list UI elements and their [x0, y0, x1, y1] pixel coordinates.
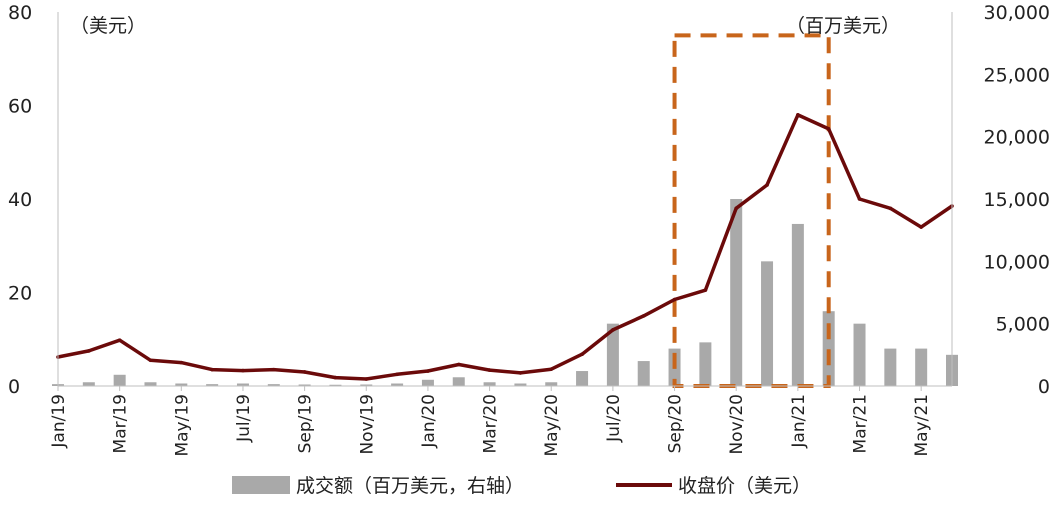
- right-unit-label: （百万美元）: [786, 15, 900, 37]
- close-point-20: [672, 297, 677, 302]
- volume-bar-18: [606, 323, 619, 386]
- volume-bar-4: [175, 383, 188, 386]
- volume-bar-27: [884, 348, 897, 386]
- right-tick-4: 20,000: [984, 127, 1050, 149]
- volume-bar-28: [915, 348, 928, 386]
- close-point-25: [826, 127, 831, 131]
- close-price-line: [56, 113, 954, 381]
- volume-bar-24: [791, 223, 804, 386]
- x-tick-0: Jan/19: [49, 394, 69, 449]
- close-point-14: [487, 368, 492, 372]
- close-point-13: [456, 362, 461, 367]
- close-point-27: [888, 206, 893, 211]
- x-tick-14: May/21: [912, 394, 932, 457]
- close-point-11: [395, 372, 399, 377]
- x-tick-9: Jul/20: [604, 394, 624, 443]
- close-point-24: [796, 113, 800, 117]
- left-unit-label: （美元）: [70, 15, 146, 37]
- x-tick-6: Jan/20: [419, 394, 439, 449]
- close-point-7: [271, 367, 276, 372]
- x-tick-2: May/19: [172, 394, 192, 457]
- volume-bar-3: [144, 382, 157, 386]
- highlight-box: [672, 33, 831, 388]
- volume-bar-6: [236, 383, 249, 386]
- close-point-2: [117, 338, 122, 342]
- volume-bar-9: [329, 384, 342, 386]
- volume-bar-25: [822, 311, 835, 386]
- volume-bar-10: [360, 384, 373, 386]
- close-point-4: [179, 360, 184, 365]
- volume-bar-26: [853, 323, 866, 386]
- close-point-28: [919, 225, 923, 229]
- x-tick-3: Jul/19: [234, 394, 254, 443]
- volume-bar-12: [421, 379, 434, 386]
- close-point-22: [734, 206, 739, 211]
- close-point-26: [857, 197, 862, 201]
- close-point-23: [765, 183, 769, 187]
- x-tick-8: May/20: [542, 394, 562, 457]
- x-tick-7: Mar/20: [481, 394, 501, 453]
- close-point-8: [302, 370, 307, 374]
- volume-bar-13: [452, 377, 465, 386]
- highlight-rect: [672, 33, 831, 388]
- x-tick-13: Mar/21: [851, 394, 871, 453]
- close-point-9: [333, 375, 338, 380]
- x-tick-10: Sep/20: [666, 394, 686, 453]
- legend-close-label: 收盘价（美元）: [678, 475, 811, 497]
- legend: 成交额（百万美元，右轴） 收盘价（美元）: [232, 475, 811, 497]
- legend-volume-label: 成交额（百万美元，右轴）: [296, 475, 524, 497]
- left-tick-1: 20: [8, 283, 32, 305]
- x-tick-5: Nov/19: [357, 394, 377, 455]
- right-tick-0: 0: [1038, 376, 1050, 398]
- volume-bar-22: [730, 199, 743, 386]
- volume-bar-21: [699, 342, 712, 386]
- right-tick-2: 10,000: [984, 251, 1050, 273]
- close-point-18: [611, 328, 615, 332]
- close-price-polyline: [57, 113, 953, 381]
- close-point-15: [518, 371, 523, 375]
- volume-bar-1: [82, 382, 95, 386]
- volume-bar-8: [298, 384, 311, 386]
- close-point-17: [580, 352, 584, 357]
- x-tick-12: Jan/21: [789, 394, 809, 449]
- volume-bars: [52, 199, 958, 386]
- right-tick-3: 15,000: [984, 189, 1050, 211]
- close-point-16: [549, 367, 554, 371]
- volume-bar-14: [483, 382, 496, 386]
- x-tick-4: Sep/19: [296, 394, 316, 453]
- close-point-10: [364, 377, 369, 381]
- left-tick-0: 0: [8, 376, 20, 398]
- right-tick-5: 25,000: [984, 64, 1050, 86]
- close-point-1: [87, 349, 91, 353]
- x-tick-1: Mar/19: [111, 394, 131, 453]
- left-tick-2: 40: [8, 189, 32, 211]
- volume-bar-23: [761, 261, 774, 386]
- volume-bar-19: [637, 361, 650, 386]
- left-tick-4: 80: [8, 2, 32, 24]
- right-tick-1: 5,000: [996, 314, 1050, 336]
- volume-bar-7: [267, 384, 280, 386]
- volume-bar-2: [113, 374, 126, 386]
- volume-bar-11: [391, 383, 404, 386]
- volume-bar-5: [206, 384, 219, 386]
- legend-volume-swatch: [232, 476, 290, 494]
- close-point-3: [148, 358, 153, 363]
- x-tick-11: Nov/20: [727, 394, 747, 455]
- close-point-6: [241, 368, 245, 373]
- close-point-21: [703, 288, 708, 292]
- close-point-5: [210, 367, 214, 372]
- left-tick-3: 60: [8, 96, 32, 118]
- close-point-19: [641, 314, 646, 318]
- volume-bar-15: [514, 383, 527, 386]
- close-point-12: [426, 369, 430, 373]
- volume-bar-17: [576, 371, 589, 386]
- axes: 0 20 40 60 80 0 5,000 10,000 15,000 20,000 25,000 3…: [8, 2, 1050, 457]
- volume-bar-16: [545, 382, 558, 386]
- right-tick-6: 30,000: [984, 2, 1050, 24]
